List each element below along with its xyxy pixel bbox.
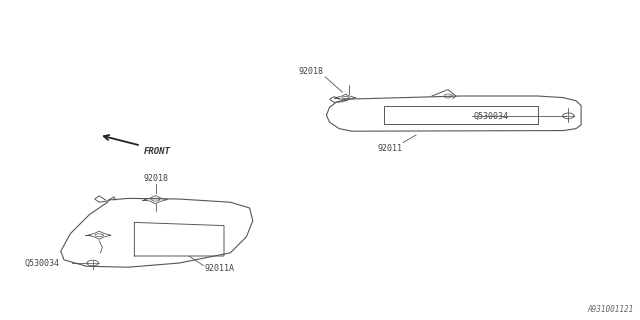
- Text: 92018: 92018: [143, 174, 168, 183]
- Text: FRONT: FRONT: [144, 147, 171, 156]
- Text: 92011A: 92011A: [205, 264, 235, 273]
- Text: Q530034: Q530034: [24, 259, 60, 268]
- Text: Q530034: Q530034: [474, 112, 509, 121]
- Text: 92018: 92018: [298, 67, 323, 76]
- Text: 92011: 92011: [378, 144, 403, 153]
- Text: A931001121: A931001121: [588, 305, 634, 314]
